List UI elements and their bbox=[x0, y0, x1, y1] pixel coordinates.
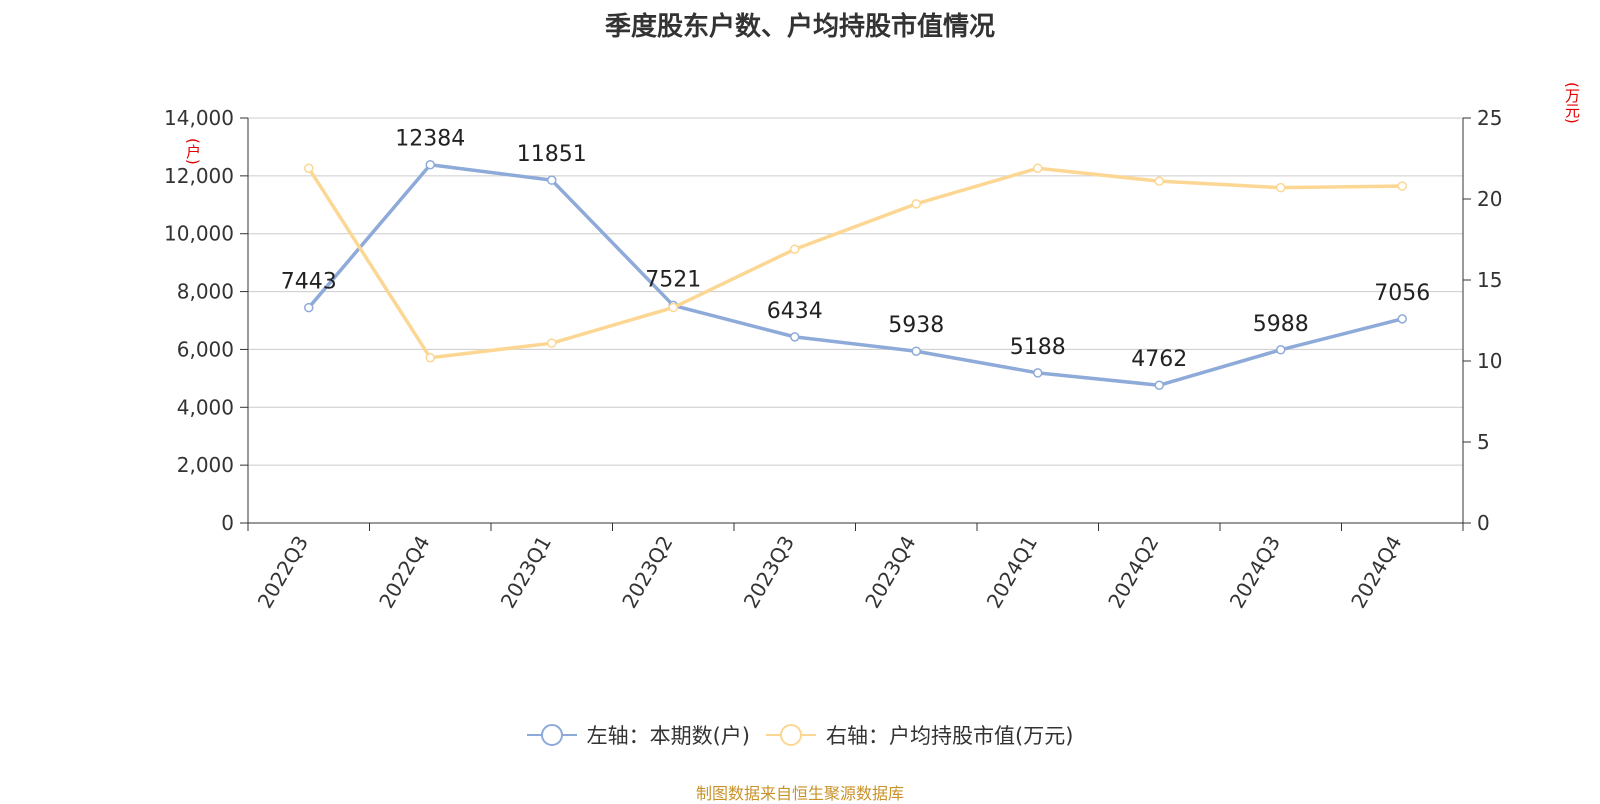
avg-value-point bbox=[1276, 182, 1286, 193]
data-source-note: 制图数据来自恒生聚源数据库 bbox=[695, 784, 904, 803]
x-axis-tick-label: 2022Q4 bbox=[374, 532, 434, 613]
households-data-label: 5988 bbox=[1253, 312, 1309, 337]
right-axis-tick-label: 0 bbox=[1477, 511, 1490, 535]
avg-value-point bbox=[790, 244, 800, 254]
legend-label-households: 左轴：本期数(户) bbox=[586, 724, 750, 748]
avg-value-point bbox=[425, 353, 435, 363]
households-point bbox=[425, 159, 435, 170]
households-point bbox=[1397, 314, 1407, 324]
legend-marker-avg-value bbox=[766, 724, 816, 746]
x-axis-tick-label: 2024Q3 bbox=[1225, 532, 1285, 613]
households-line bbox=[307, 162, 1403, 387]
x-axis-tick-label: 2024Q4 bbox=[1346, 532, 1406, 613]
avg-value-point bbox=[1397, 181, 1407, 191]
avg-value-point bbox=[547, 338, 557, 348]
x-axis-tick-label: 2023Q4 bbox=[860, 532, 920, 613]
households-data-label: 11851 bbox=[517, 142, 587, 167]
x-axis-tick-label: 2023Q1 bbox=[496, 532, 556, 613]
legend-label-avg-value: 右轴：户均持股市值(万元) bbox=[826, 724, 1074, 748]
right-axis-tick-label: 20 bbox=[1477, 187, 1502, 211]
households-point bbox=[1033, 368, 1043, 378]
households-point bbox=[547, 175, 557, 185]
left-axis-tick-label: 12,000 bbox=[164, 164, 234, 188]
households-point bbox=[1276, 345, 1286, 355]
left-axis-tick-label: 8,000 bbox=[177, 280, 234, 304]
households-data-label: 7056 bbox=[1374, 281, 1430, 306]
left-axis-tick-label: 0 bbox=[221, 511, 234, 535]
households-data-label: 12384 bbox=[395, 127, 465, 152]
left-axis-tick-label: 4,000 bbox=[177, 395, 234, 419]
line-chart: 0 2,000 4,000 6,000 8,000 10,000 12,000 14,000 0… bbox=[164, 106, 1502, 613]
legend-item-avg-value[interactable]: 右轴：户均持股市值(万元) bbox=[766, 720, 1073, 750]
x-axis-tick-label: 2024Q2 bbox=[1103, 532, 1163, 613]
left-axis-unit: (户) bbox=[184, 138, 202, 165]
x-axis-tick-label: 2023Q3 bbox=[739, 532, 799, 613]
households-point bbox=[1154, 380, 1164, 390]
households-data-label: 7521 bbox=[645, 267, 701, 292]
households-data-label: 4762 bbox=[1131, 347, 1187, 372]
households-data-label: 7443 bbox=[281, 270, 337, 295]
left-axis-tick-label: 14,000 bbox=[164, 106, 234, 130]
chart-title: 季度股东户数、户均持股市值情况 bbox=[604, 12, 995, 42]
x-axis-tick-label: 2024Q1 bbox=[982, 532, 1042, 613]
x-axis-tick-label: 2023Q2 bbox=[617, 532, 677, 613]
x-axis-tick-label: 2022Q3 bbox=[253, 532, 313, 613]
households-data-label: 5938 bbox=[888, 313, 944, 338]
legend: 左轴：本期数(户) 右轴：户均持股市值(万元) bbox=[0, 720, 1600, 750]
avg-value-point bbox=[911, 199, 921, 209]
right-axis-tick-label: 25 bbox=[1477, 106, 1502, 130]
households-point bbox=[911, 346, 921, 356]
households-point bbox=[304, 302, 314, 313]
households-data-label: 5188 bbox=[1010, 335, 1066, 360]
left-axis-tick-label: 2,000 bbox=[177, 453, 234, 477]
avg-value-line bbox=[307, 166, 1403, 360]
right-axis-tick-label: 10 bbox=[1477, 349, 1502, 373]
right-axis-unit: (万元) bbox=[1563, 82, 1581, 124]
left-axis-tick-label: 10,000 bbox=[164, 222, 234, 246]
right-axis-tick-label: 15 bbox=[1477, 268, 1502, 292]
households-data-label: 6434 bbox=[767, 299, 823, 324]
avg-value-point bbox=[1154, 176, 1164, 186]
right-axis-tick-label: 5 bbox=[1477, 430, 1490, 454]
legend-item-households[interactable]: 左轴：本期数(户) bbox=[526, 720, 750, 750]
avg-value-point bbox=[1033, 163, 1043, 173]
households-point bbox=[790, 332, 800, 342]
legend-marker-households bbox=[526, 724, 577, 746]
left-axis-tick-label: 6,000 bbox=[177, 337, 234, 361]
avg-value-point bbox=[668, 302, 678, 313]
avg-value-point bbox=[304, 163, 314, 173]
